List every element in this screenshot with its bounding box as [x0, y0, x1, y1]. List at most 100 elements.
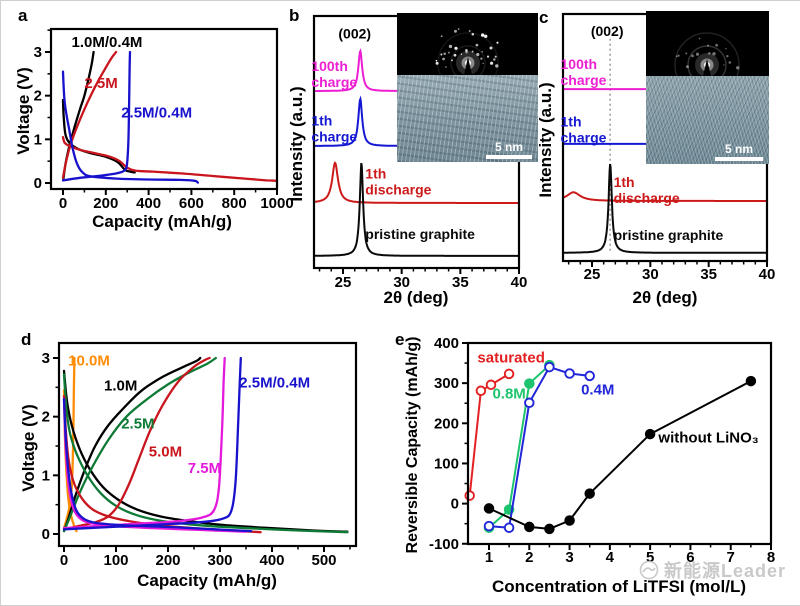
x-axis-label-e: Concentration of LiTFSI (mol/L): [491, 577, 747, 596]
x-tick-label: 500: [311, 552, 336, 569]
y-tick-label: 1: [42, 467, 50, 484]
a-series-2.5M/0.4M-discharge: [61, 70, 199, 184]
x-tick-label: 0: [60, 552, 68, 569]
e-marker-without-LiNO₃: [524, 521, 535, 533]
a-annotation: 2.5M/0.4M: [121, 105, 192, 122]
x-tick-label: 1: [485, 549, 493, 566]
e-series-0.8M: [488, 364, 551, 529]
x-tick-label: 35: [700, 266, 717, 283]
a-series-2.5M-charge: [61, 50, 118, 179]
y-tick-label: 100: [434, 455, 459, 472]
a-annotation: 1.0M/0.4M: [72, 34, 143, 51]
y-tick-label: 300: [434, 375, 459, 392]
e-marker-without-LiNO₃: [644, 428, 656, 440]
y-tick-label: 1: [34, 131, 42, 148]
y-axis-label-a: Voltage (V): [14, 67, 33, 155]
y-tick-label: 0: [42, 526, 50, 543]
y-tick-label: 0: [451, 496, 459, 513]
x-tick-label: 800: [222, 195, 247, 212]
saed-inset-image-c: [646, 11, 769, 76]
e-marker-0.4M: [544, 361, 555, 373]
x-tick-label: 300: [207, 552, 232, 569]
c-trace-1th-discharge: [562, 191, 767, 202]
y-axis-label-b: Intensity (a.u.): [287, 86, 306, 202]
e-marker-without-LiNO₃: [483, 503, 495, 514]
e-marker-0.4M: [483, 520, 495, 532]
b-trace-1th-discharge: [314, 161, 519, 204]
panel-label-e: e: [395, 330, 405, 349]
e-marker-0.4M: [584, 370, 595, 382]
e-marker-0.4M: [503, 522, 515, 533]
d-annotation: 2.5M: [121, 415, 154, 432]
b-trace-pristine-graphite: [314, 162, 519, 257]
e-marker-0.8M: [524, 378, 535, 389]
panel-a-plot: 0 200 400 600 800 1000 0 1 2 3 1.0M/0.4M 2.5M2.5M/0…: [34, 27, 294, 212]
e-annotation: without LiNO₃: [657, 430, 758, 447]
x-tick-label: 1000: [260, 195, 293, 212]
d-annotation: 2.5M/0.4M: [239, 374, 310, 391]
y-axis-label-e: Reversible Capacity (mAh/g): [404, 336, 421, 554]
x-tick-label: 35: [452, 274, 469, 291]
x-tick-label: 40: [759, 266, 776, 283]
scalebar-b: 5 nm: [486, 141, 532, 159]
d-series-1.0M-discharge: [62, 369, 349, 533]
e-marker-without-LiNO₃: [745, 375, 757, 387]
e-annotation: saturated: [477, 349, 545, 366]
y-tick-label: 2: [42, 409, 50, 426]
x-tick-label: 3: [565, 549, 573, 566]
plot-frame-d: [57, 341, 358, 548]
x-tick-label: 2: [525, 549, 533, 566]
watermark: 新能源Leader: [639, 557, 786, 583]
x-tick-label: 25: [335, 274, 352, 291]
hrtem-inset-image-c: 5 nm: [646, 76, 769, 164]
b-annotation: (002): [338, 26, 371, 42]
e-series-saturated: [468, 372, 511, 497]
e-marker-saturated: [485, 379, 497, 391]
hrtem-inset-image-b: 5 nm: [397, 75, 538, 162]
panel-d-plot: 0 100 200 300 400 500 0 1 2 3 10.0M 1.0M 2.5M 5.0M 7.5…: [42, 341, 358, 569]
a-series-2.5M-discharge: [61, 136, 279, 182]
watermark-text: 新能源Leader: [664, 561, 787, 581]
panel-label-d: d: [21, 330, 32, 349]
d-series-2.5M/0.4M-discharge: [62, 397, 253, 533]
e-marker-without-LiNO₃: [544, 523, 555, 535]
e-marker-saturated: [464, 490, 475, 501]
b-annotation: pristine graphite: [365, 226, 475, 242]
x-tick-label: 400: [136, 195, 161, 212]
d-annotation: 7.5M: [188, 460, 221, 477]
y-tick-label: 400: [434, 335, 459, 352]
scalebar-label-b: 5 nm: [494, 140, 523, 154]
panel-label-a: a: [18, 6, 28, 25]
x-tick-label: 30: [642, 266, 659, 283]
x-tick-label: 4: [606, 549, 615, 566]
y-tick-label: 3: [42, 350, 50, 367]
e-annotation: 0.4M: [581, 381, 614, 398]
x-tick-label: 200: [155, 552, 180, 569]
x-tick-label: 200: [93, 195, 118, 212]
x-tick-label: 100: [103, 552, 128, 569]
scalebar-line-b: [486, 155, 532, 159]
c-annotation: pristine graphite: [614, 227, 724, 243]
b-annotation: 1th discharge: [365, 166, 431, 198]
scalebar-line-c: [715, 157, 763, 161]
x-tick-label: 25: [584, 266, 601, 283]
c-trace-pristine-graphite: [563, 163, 767, 254]
e-marker-0.4M: [564, 368, 575, 379]
saed-inset-image-b: [397, 13, 538, 75]
e-marker-0.4M: [524, 397, 535, 409]
x-axis-label-b: 2θ (deg): [383, 288, 449, 307]
x-tick-label: 40: [511, 274, 528, 291]
d-series-2.5M-charge: [62, 356, 217, 533]
y-tick-label: 0: [34, 175, 42, 192]
y-axis-label-c: Intensity (a.u.): [536, 82, 555, 198]
d-series-2.5M/0.4M-charge: [62, 356, 242, 531]
watermark-logo-icon: [639, 560, 659, 580]
x-axis-label-c: 2θ (deg): [632, 288, 698, 307]
scalebar-c: 5 nm: [715, 143, 763, 161]
x-tick-label: 30: [393, 274, 410, 291]
a-series-2.5M/0.4M-charge: [61, 50, 132, 182]
x-axis-label-a: Capacity (mAh/g): [92, 212, 232, 231]
x-tick-label: 5: [646, 549, 654, 566]
x-tick-label: 600: [179, 195, 204, 212]
